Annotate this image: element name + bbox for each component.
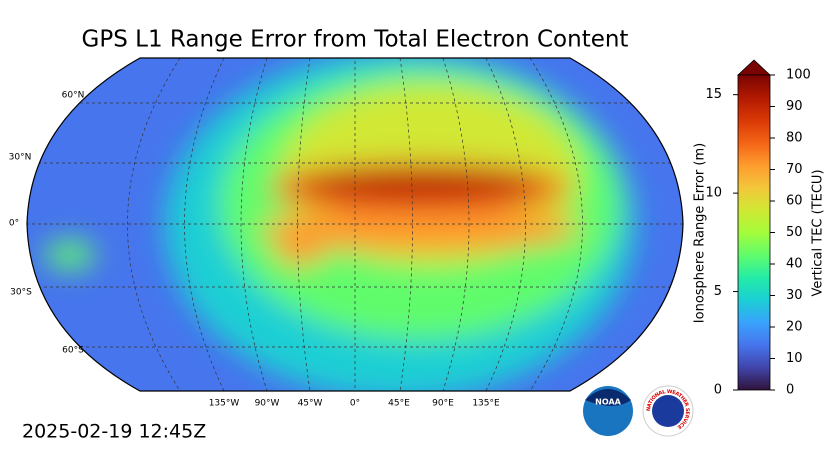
- graticule: [27, 58, 683, 391]
- left-axis-label: Ionosphere Range Error (m): [693, 143, 708, 323]
- right-tick-label: 0: [786, 383, 794, 398]
- left-tick-label: 10: [705, 186, 722, 201]
- right-tick-label: 70: [786, 162, 803, 177]
- lat-label: 30°S: [10, 288, 32, 298]
- lon-label: 135°E: [472, 399, 500, 409]
- timestamp: 2025-02-19 12:45Z: [22, 421, 206, 443]
- lon-label: 0°: [350, 399, 360, 409]
- right-tick-label: 90: [786, 99, 803, 114]
- right-tick-label: 60: [786, 194, 803, 209]
- right-tick-label: 10: [786, 351, 803, 366]
- tec-region: [275, 235, 325, 265]
- lon-label: 90°E: [432, 399, 454, 409]
- noaa-logo: NOAA: [583, 386, 633, 436]
- colorbar: 0 10 20 30 40 50 60 70 80 90 100 0 5 10 15: [705, 59, 811, 398]
- noaa-text: NOAA: [595, 398, 621, 407]
- left-tick-label: 0: [714, 383, 722, 398]
- title: GPS L1 Range Error from Total Electron C…: [82, 27, 629, 53]
- lat-label: 60°N: [62, 91, 85, 101]
- nws-logo: NATIONAL WEATHER SERVICE: [642, 385, 694, 437]
- right-tick-label: 40: [786, 257, 803, 272]
- right-axis-label: Vertical TEC (TECU): [811, 169, 826, 296]
- lat-label: 30°N: [9, 153, 32, 163]
- tec-region: [260, 208, 580, 252]
- colorbar-body: [737, 74, 771, 391]
- right-tick-label: 80: [786, 131, 803, 146]
- lon-label: 45°E: [388, 399, 410, 409]
- map-outline: [26, 57, 684, 392]
- left-tick-label: 5: [714, 284, 722, 299]
- right-tick-label: 20: [786, 320, 803, 335]
- lon-label: 90°W: [255, 399, 280, 409]
- right-tick-label: 50: [786, 225, 803, 240]
- lon-label: 135°W: [209, 399, 240, 409]
- tec-region: [300, 171, 540, 199]
- map: [27, 58, 683, 391]
- right-tick-label: 30: [786, 288, 803, 303]
- right-tick-label: 100: [786, 68, 811, 83]
- colorbar-extend: [736, 59, 772, 76]
- lat-label: 0°: [9, 219, 19, 229]
- lon-label: 45°W: [298, 399, 323, 409]
- lat-label: 60°S: [62, 346, 84, 356]
- tec-region: [45, 241, 95, 269]
- left-tick-label: 15: [705, 87, 722, 102]
